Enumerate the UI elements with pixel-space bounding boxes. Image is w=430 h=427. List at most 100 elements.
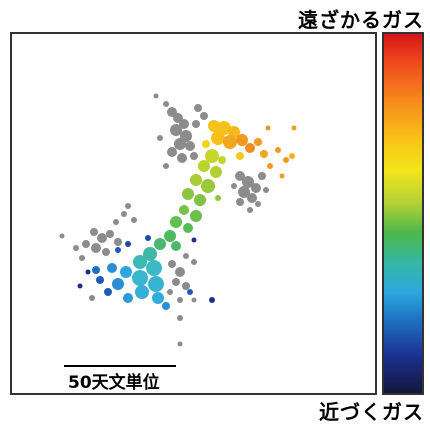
gray-point xyxy=(102,248,110,256)
orange-point xyxy=(279,173,285,179)
orange-point xyxy=(283,157,289,163)
blue-point xyxy=(187,289,193,295)
gray-point xyxy=(97,233,107,243)
gray-point xyxy=(113,219,119,225)
green-point xyxy=(170,216,182,228)
cyan-point xyxy=(143,247,157,261)
gray-point xyxy=(247,207,253,213)
gray-point xyxy=(242,176,254,188)
scale-bar xyxy=(64,365,176,367)
gray-point xyxy=(177,153,187,163)
gray-point xyxy=(191,297,197,303)
teal-blue-point xyxy=(107,263,117,273)
gray-point xyxy=(238,186,250,198)
dark-blue-point xyxy=(85,269,91,275)
gray-point xyxy=(183,253,189,259)
gray-point xyxy=(170,124,182,136)
gray-point xyxy=(106,230,114,238)
gray-point xyxy=(174,138,186,150)
yellow-point xyxy=(208,120,220,132)
cyan-point xyxy=(133,255,147,269)
yellow-green-point xyxy=(190,174,202,186)
gray-point xyxy=(157,135,163,141)
orange-point xyxy=(245,143,255,153)
receding-gas-label: 遠ざかるガス xyxy=(298,8,424,32)
gray-point xyxy=(59,233,65,239)
blue-point xyxy=(125,241,131,247)
gray-point xyxy=(168,260,176,268)
dark-blue-point xyxy=(191,237,197,243)
gray-point xyxy=(91,243,101,253)
green-point xyxy=(215,195,221,201)
orange-point xyxy=(260,150,268,158)
gray-point xyxy=(247,193,257,203)
orange-point xyxy=(267,163,273,169)
gray-point xyxy=(90,228,98,236)
gray-point xyxy=(182,282,190,290)
gray-point xyxy=(255,201,261,207)
blue-point xyxy=(96,276,104,284)
gray-point xyxy=(89,295,95,301)
orange-point xyxy=(265,125,271,131)
velocity-color-bar xyxy=(382,32,424,395)
gray-point xyxy=(153,93,159,99)
blue-point xyxy=(162,302,170,310)
cyan-point xyxy=(152,292,164,304)
gray-point xyxy=(125,203,131,209)
gray-point xyxy=(114,238,122,246)
gray-point xyxy=(163,101,169,107)
gray-point xyxy=(191,259,197,265)
yellow-point xyxy=(202,140,210,148)
green-point xyxy=(182,188,194,200)
gray-point xyxy=(231,183,237,189)
gray-point xyxy=(131,217,137,223)
gray-point xyxy=(121,211,127,217)
cyan-point xyxy=(146,260,162,276)
green-point xyxy=(164,230,176,242)
gray-point xyxy=(190,152,198,160)
gray-point xyxy=(177,315,183,321)
teal-blue-point xyxy=(112,278,124,290)
green-point xyxy=(218,156,226,164)
yellow-green-point xyxy=(198,160,210,172)
gray-point xyxy=(194,104,202,112)
teal-blue-point xyxy=(123,293,133,303)
green-point xyxy=(171,241,181,251)
gray-point xyxy=(192,120,200,128)
scale-bar-label: 50天文単位 xyxy=(68,373,160,393)
blue-point xyxy=(104,288,112,296)
gray-point xyxy=(167,289,173,295)
gray-point xyxy=(175,267,185,277)
gray-point xyxy=(163,163,169,169)
receding-gas-points xyxy=(202,120,297,179)
blue-point xyxy=(145,235,151,241)
green-point xyxy=(183,223,193,233)
green-point xyxy=(179,205,189,215)
gray-gas-group xyxy=(59,93,269,347)
gray-point xyxy=(167,147,177,157)
gray-point xyxy=(236,198,244,206)
yellow-point xyxy=(236,152,244,160)
orange-point xyxy=(275,147,281,153)
blue-point xyxy=(115,247,121,253)
cyan-point xyxy=(132,270,148,286)
gray-point xyxy=(82,240,90,248)
green-point xyxy=(190,210,202,222)
approaching-gas-points xyxy=(77,235,215,310)
gray-point xyxy=(177,341,183,347)
orange-point xyxy=(236,134,248,146)
yellow-point xyxy=(223,135,237,149)
gray-point xyxy=(177,297,183,303)
gray-point xyxy=(258,172,266,180)
dark-blue-point xyxy=(77,283,83,289)
orange-point xyxy=(289,153,295,159)
gray-point xyxy=(263,187,269,193)
gray-point xyxy=(79,255,85,261)
yellow-green-point xyxy=(201,179,215,193)
orange-point xyxy=(254,138,262,146)
yellow-point xyxy=(211,131,225,145)
dark-blue-point xyxy=(209,297,215,303)
green-point xyxy=(194,194,206,206)
